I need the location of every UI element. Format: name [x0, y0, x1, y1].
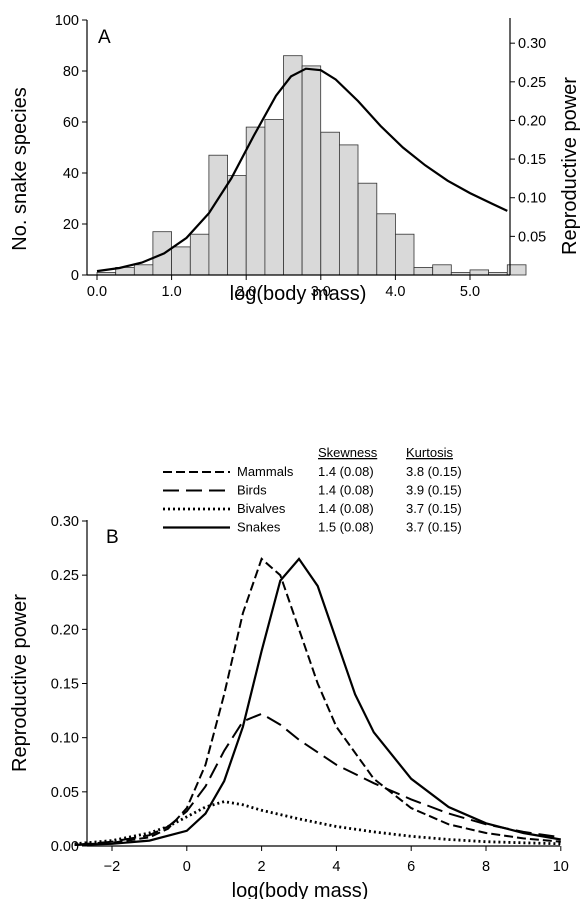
y-tick-label: 0.00 — [51, 839, 79, 855]
x-ticks: 0.0 1.0 2.0 3.0 4.0 5.0 — [87, 275, 480, 300]
series-line-birds — [74, 712, 561, 846]
histogram-bar — [506, 264, 527, 276]
y-tick-label: 0.20 — [51, 622, 79, 638]
histogram-bar — [283, 55, 303, 276]
legend-row-snakes: Snakes 1.5 (0.08) 3.7 (0.15) — [163, 520, 462, 535]
histogram-bar — [264, 119, 284, 276]
y-ticks: 0.00 0.05 0.10 0.15 0.20 0.25 0.30 — [51, 514, 87, 855]
x-ticks: −2 0 2 4 6 8 10 — [104, 846, 569, 875]
legend-skewness-value: 1.4 (0.08) — [318, 501, 374, 516]
histogram-bars — [96, 55, 527, 276]
histogram-bar — [227, 175, 247, 276]
series-line-mammals — [74, 557, 561, 846]
legend-header-kurtosis: Kurtosis — [406, 445, 453, 460]
reproductive-power-curve-group — [96, 67, 508, 273]
snakes-curve — [96, 67, 508, 273]
x-tick-label: 3.0 — [311, 284, 331, 300]
x-tick-label: 0 — [183, 859, 191, 875]
y-tick-label: 0.15 — [51, 677, 79, 693]
y-tick-label: 0 — [71, 268, 79, 284]
y2-tick-label: 0.10 — [518, 191, 546, 207]
y-tick-label: 20 — [63, 217, 79, 233]
x-tick-label: 2 — [258, 859, 266, 875]
b-y-axis-title: Reproductive power — [9, 594, 31, 772]
x-tick-label: 4.0 — [385, 284, 405, 300]
right-y-ticks: 0.05 0.10 0.15 0.20 0.25 0.30 — [510, 36, 546, 245]
legend-skewness-value: 1.5 (0.08) — [318, 520, 374, 535]
histogram-bar — [432, 264, 452, 276]
histogram-bar — [394, 233, 415, 276]
legend: Skewness Kurtosis Mammals 1.4 (0.08) 3.8 (… — [163, 445, 462, 535]
legend-rows: Mammals 1.4 (0.08) 3.8 (0.15) Birds 1.4 (0.0… — [163, 464, 462, 535]
y-tick-label: 80 — [63, 64, 79, 80]
series-line-bivalves — [74, 800, 561, 846]
y2-tick-label: 0.30 — [518, 36, 546, 52]
histogram-bar — [189, 233, 210, 276]
x-tick-label: 8 — [482, 859, 490, 875]
legend-series-name: Mammals — [237, 464, 294, 479]
y-tick-label: 0.10 — [51, 731, 79, 747]
legend-series-name: Bivalves — [237, 501, 286, 516]
panel-label-b: B — [106, 527, 119, 548]
histogram-bar — [171, 246, 191, 276]
histogram-bar — [301, 65, 322, 276]
histogram-bar — [413, 266, 434, 276]
right-y-axis-title: Reproductive power — [559, 77, 581, 255]
panel-a-histogram: 0.0 1.0 2.0 3.0 4.0 5.0 0 20 40 60 80 100 0.05 0.10… — [9, 13, 581, 305]
y-tick-label: 0.25 — [51, 568, 79, 584]
y-tick-label: 0.05 — [51, 785, 79, 801]
histogram-bar — [469, 269, 490, 276]
histogram-bar — [357, 182, 378, 276]
y-tick-label: 0.30 — [51, 514, 79, 530]
y-tick-label: 40 — [63, 166, 79, 182]
panel-b-lines: −2 0 2 4 6 8 10 0.00 0.05 0.10 0.15 0.20 0.25 0.30 B… — [9, 445, 569, 899]
y2-tick-label: 0.20 — [518, 113, 546, 129]
x-tick-label: 4 — [332, 859, 340, 875]
histogram-bar — [320, 131, 340, 276]
legend-series-name: Birds — [237, 483, 267, 498]
x-tick-label: 10 — [553, 859, 569, 875]
y2-tick-label: 0.25 — [518, 75, 546, 91]
legend-series-name: Snakes — [237, 520, 281, 535]
x-tick-label: 5.0 — [460, 284, 480, 300]
histogram-bar — [376, 213, 396, 276]
y2-tick-label: 0.15 — [518, 152, 546, 168]
legend-row-birds: Birds 1.4 (0.08) 3.9 (0.15) — [163, 483, 462, 498]
x-tick-label: −2 — [104, 859, 121, 875]
left-y-ticks: 0 20 40 60 80 100 — [55, 13, 87, 284]
histogram-bar — [208, 154, 228, 276]
panel-label-a: A — [98, 27, 111, 48]
x-axis-title: log(body mass) — [230, 283, 367, 305]
y-tick-label: 100 — [55, 13, 79, 29]
legend-row-mammals: Mammals 1.4 (0.08) 3.8 (0.15) — [163, 464, 462, 479]
x-tick-label: 0.0 — [87, 284, 107, 300]
legend-skewness-value: 1.4 (0.08) — [318, 483, 374, 498]
legend-kurtosis-value: 3.7 (0.15) — [406, 501, 462, 516]
legend-kurtosis-value: 3.9 (0.15) — [406, 483, 462, 498]
histogram-bar — [338, 144, 359, 276]
legend-kurtosis-value: 3.7 (0.15) — [406, 520, 462, 535]
legend-kurtosis-value: 3.8 (0.15) — [406, 464, 462, 479]
x-tick-label: 6 — [407, 859, 415, 875]
y2-tick-label: 0.05 — [518, 229, 546, 245]
legend-skewness-value: 1.4 (0.08) — [318, 464, 374, 479]
histogram-bar — [133, 264, 154, 276]
left-y-axis-title: No. snake species — [9, 87, 31, 250]
y-tick-label: 60 — [63, 115, 79, 131]
legend-header-skewness: Skewness — [318, 445, 378, 460]
legend-row-bivalves: Bivalves 1.4 (0.08) 3.7 (0.15) — [163, 501, 462, 516]
series-line-snakes — [74, 557, 561, 846]
histogram-bar — [245, 126, 266, 276]
x-tick-label: 1.0 — [162, 284, 182, 300]
series-lines — [74, 557, 561, 846]
b-x-axis-title: log(body mass) — [232, 880, 369, 899]
x-tick-label: 2.0 — [236, 284, 256, 300]
